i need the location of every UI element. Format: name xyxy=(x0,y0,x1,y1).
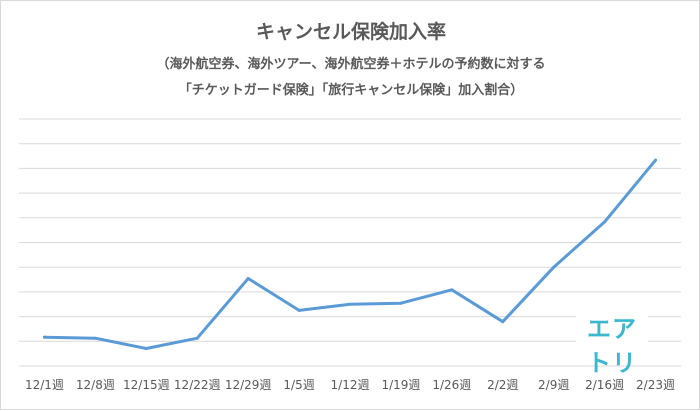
data-point xyxy=(450,288,454,292)
data-point xyxy=(501,320,505,324)
chart-subtitle-line-2: 「チケットガード保険」「旅行キャンセル保険」加入割合） xyxy=(178,83,524,98)
x-tick-label: 12/29週 xyxy=(225,378,272,392)
x-tick-label: 2/2週 xyxy=(487,378,518,392)
data-point xyxy=(348,302,352,306)
x-tick-label: 12/15週 xyxy=(123,378,170,392)
data-point xyxy=(297,308,301,312)
data-point xyxy=(552,265,556,269)
data-point xyxy=(399,301,403,305)
chart-subtitle-line-1: （海外航空券、海外ツアー、海外航空券＋ホテルの予約数に対する xyxy=(156,57,546,72)
data-point xyxy=(144,347,148,351)
x-tick-label: 12/22週 xyxy=(174,378,221,392)
x-tick-label: 2/23週 xyxy=(636,378,675,392)
x-tick-label: 2/16週 xyxy=(585,378,624,392)
x-tick-label: 1/5週 xyxy=(283,378,314,392)
data-point xyxy=(93,336,97,340)
x-tick-label: 1/19週 xyxy=(381,378,420,392)
airtrip-logo: エアトリ xyxy=(576,312,648,377)
data-point xyxy=(246,277,250,281)
x-tick-labels: 12/1週 12/8週 12/15週 12/22週 12/29週 1/5週 1/12週 1/1… xyxy=(25,378,675,392)
chart-title: キャンセル保険加入率 xyxy=(255,21,446,43)
x-tick-label: 12/1週 xyxy=(25,378,64,392)
data-point xyxy=(654,158,658,162)
x-tick-label: 12/8週 xyxy=(76,378,115,392)
data-point xyxy=(42,335,46,339)
series-line xyxy=(43,158,657,350)
series-line-layer xyxy=(42,158,658,351)
data-point xyxy=(603,220,607,224)
x-tick-label: 1/12週 xyxy=(331,378,370,392)
x-tick-label: 1/26週 xyxy=(432,378,471,392)
x-tick-label: 2/9週 xyxy=(538,378,569,392)
grid-lines xyxy=(19,118,681,367)
data-point xyxy=(195,336,199,340)
